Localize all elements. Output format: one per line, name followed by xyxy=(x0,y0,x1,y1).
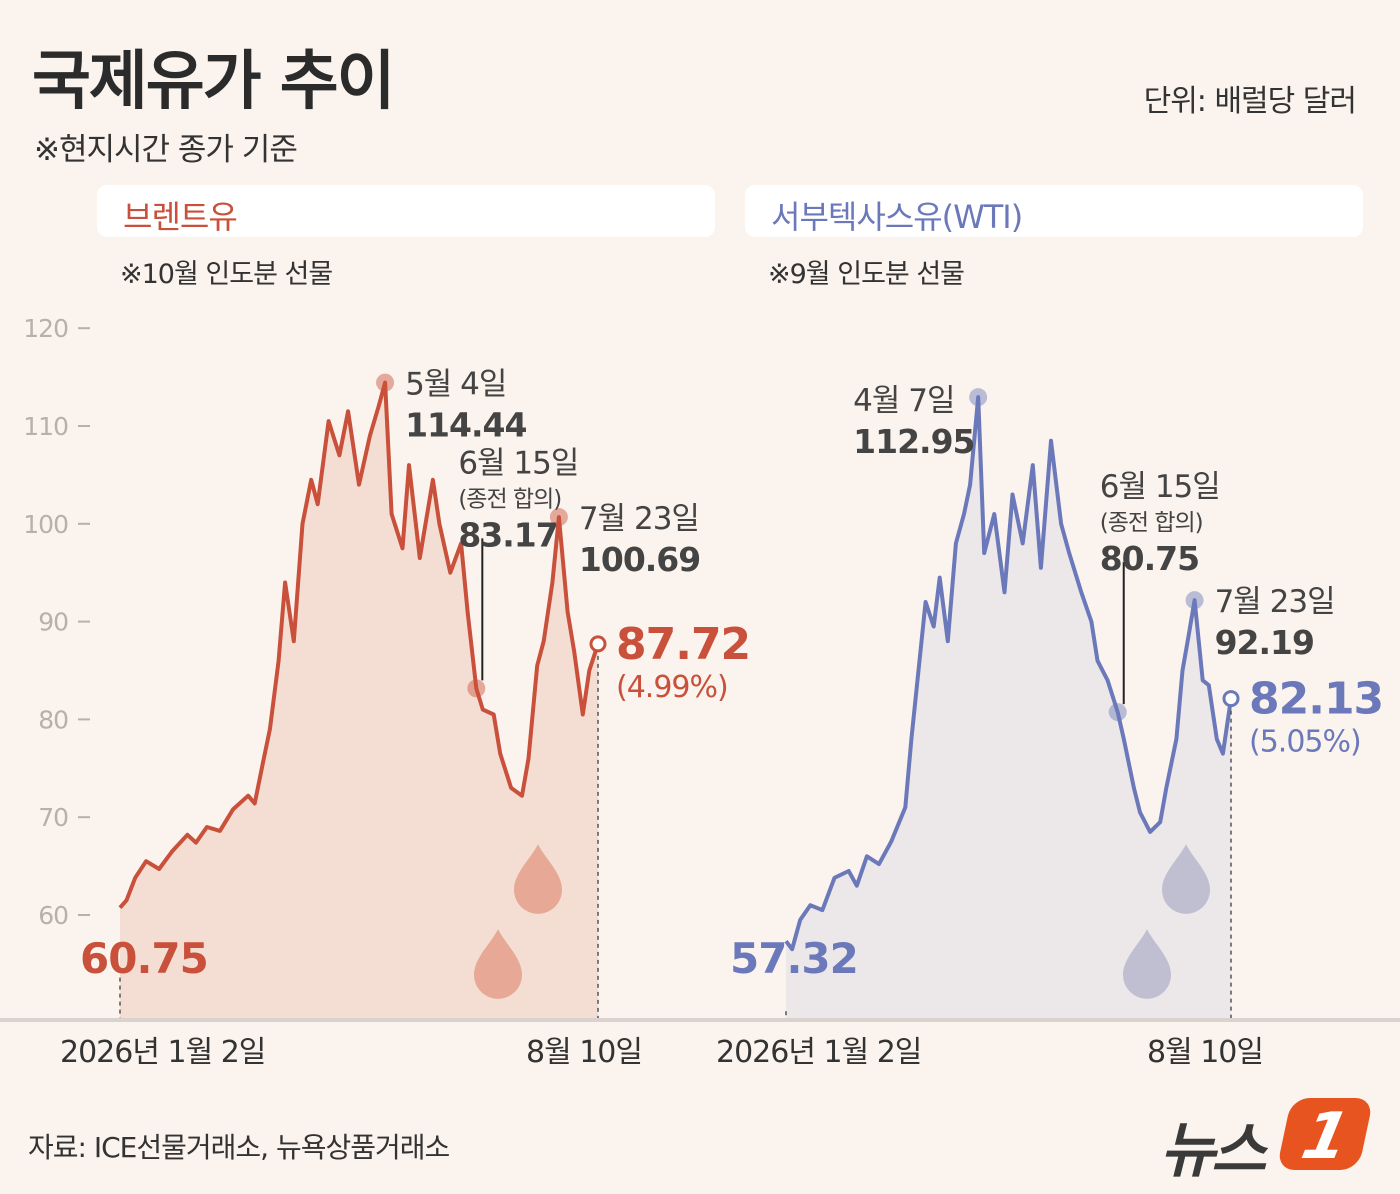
brent-end-value: 87.72 xyxy=(616,619,750,670)
wti-ann-date: 7월 23일 xyxy=(1215,584,1335,620)
wti-end-point xyxy=(1222,690,1240,708)
baseline xyxy=(0,1018,1400,1022)
wti-x-start-label: 2026년 1월 2일 xyxy=(716,1035,921,1070)
y-tick-label: 110 xyxy=(23,412,68,441)
brent-panel-title: 브렌트유 xyxy=(123,198,238,236)
wti-ann-value: 80.75 xyxy=(1100,539,1199,578)
brent-x-end-label: 8월 10일 xyxy=(526,1035,642,1070)
unit-label: 단위: 배럴당 달러 xyxy=(1143,84,1357,119)
wti-ann-note: (종전 합의) xyxy=(1100,510,1203,536)
brent-contract-note: ※10월 인도분 선물 xyxy=(120,259,333,290)
source-note: 자료: ICE선물거래소, 뉴욕상품거래소 xyxy=(28,1131,450,1164)
brent-end-point xyxy=(589,635,607,653)
brent-area xyxy=(120,382,598,1019)
brent-highlight-point xyxy=(467,679,486,698)
y-tick-label: 90 xyxy=(38,608,68,637)
wti-panel-header: 서부텍사스유(WTI) xyxy=(745,185,1363,237)
news1-logo-text: 뉴스 xyxy=(1160,1116,1266,1186)
wti-line xyxy=(784,395,1233,952)
wti-end-value: 82.13 xyxy=(1249,674,1383,725)
oil-drop-icon xyxy=(514,844,562,914)
wti-highlight-point xyxy=(969,388,988,407)
oil-drop-decorations xyxy=(474,844,1210,999)
oil-drop-icon xyxy=(1123,929,1171,999)
basis-note: ※현지시간 종가 기준 xyxy=(34,132,298,168)
oil-drop-icon xyxy=(474,929,522,999)
oil-drop-icon xyxy=(1162,844,1210,914)
y-tick-label: 80 xyxy=(38,705,68,734)
brent-ann-value: 100.69 xyxy=(579,540,700,579)
wti-highlight-point xyxy=(1185,591,1204,610)
wti-series xyxy=(784,388,1240,1019)
brent-ann-note: (종전 합의) xyxy=(458,486,561,512)
brent-ann-date: 6월 15일 xyxy=(458,445,578,481)
wti-contract-note: ※9월 인도분 선물 xyxy=(768,259,965,290)
brent-ann-value: 114.44 xyxy=(405,406,526,445)
wti-ann-date: 6월 15일 xyxy=(1100,469,1220,505)
brent-highlight-point xyxy=(549,508,568,527)
brent-highlight-point xyxy=(376,373,395,392)
wti-start-value: 57.32 xyxy=(730,934,858,983)
brent-end-change: (4.99%) xyxy=(616,670,728,705)
y-tick-label: 120 xyxy=(23,314,68,343)
y-axis: 120 110 100 90 80 70 60 xyxy=(0,314,1400,1022)
brent-start-value: 60.75 xyxy=(80,934,208,983)
wti-panel-title: 서부텍사스유(WTI) xyxy=(771,198,1023,236)
wti-end-change: (5.05%) xyxy=(1249,725,1361,760)
chart-title: 국제유가 추이 xyxy=(32,45,396,119)
news1-logo-badge: 1 xyxy=(1276,1098,1374,1174)
brent-ann-value: 83.17 xyxy=(458,515,557,554)
brent-series xyxy=(118,373,607,1019)
wti-ann-value: 92.19 xyxy=(1215,623,1314,662)
wti-ann-date: 4월 7일 xyxy=(853,383,954,419)
brent-panel-header: 브렌트유 xyxy=(97,185,715,237)
wti-ann-value: 112.95 xyxy=(853,422,974,461)
y-tick-label: 60 xyxy=(38,901,68,930)
brent-ann-date: 7월 23일 xyxy=(579,501,699,537)
brent-ann-date: 5월 4일 xyxy=(405,367,506,403)
y-tick-label: 100 xyxy=(23,510,68,539)
y-tick-label: 70 xyxy=(38,803,68,832)
brent-line xyxy=(118,380,600,910)
wti-area xyxy=(786,397,1231,1019)
wti-highlight-point xyxy=(1108,703,1127,722)
brent-x-start-label: 2026년 1월 2일 xyxy=(60,1035,265,1070)
wti-x-end-label: 8월 10일 xyxy=(1147,1035,1263,1070)
